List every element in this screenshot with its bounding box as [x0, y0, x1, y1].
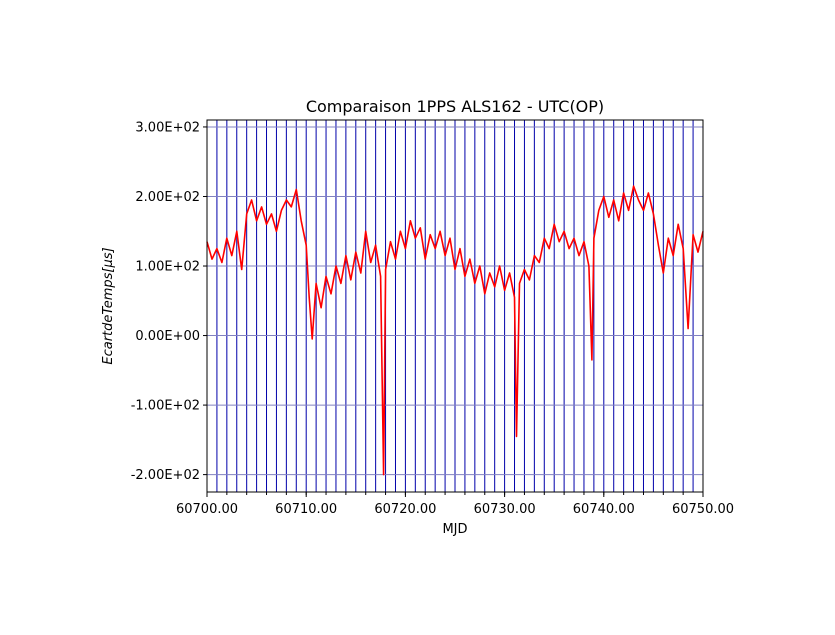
x-axis-ticks: 60700.00 60710.00 60720.00 60730.00 60740.00… [176, 492, 734, 517]
y-axis-label: EcartdeTemps[μs] [101, 247, 116, 364]
y-tick-label: 2.00E+02 [135, 190, 200, 205]
x-tick-label: 60710.00 [275, 502, 337, 517]
x-tick-label: 60740.00 [573, 502, 635, 517]
x-tick-label: 60700.00 [176, 502, 238, 517]
series-layer [206, 185, 704, 476]
y-tick-label: -1.00E+02 [131, 399, 200, 414]
y-tick-label: 0.00E+00 [135, 329, 200, 344]
x-axis-label: MJD [442, 522, 467, 537]
y-axis-ticks: -2.00E+02 -1.00E+02 0.00E+00 1.00E+02 2.00E+… [131, 120, 207, 483]
plot-frame [206, 119, 704, 493]
x-tick-label: 60730.00 [474, 502, 536, 517]
y-tick-label: 3.00E+02 [135, 120, 200, 135]
x-tick-label: 60750.00 [672, 502, 734, 517]
day-grid-lines [206, 120, 704, 492]
series-line [206, 185, 704, 476]
y-tick-label: 1.00E+02 [135, 260, 200, 275]
chart-title: Comparaison 1PPS ALS162 - UTC(OP) [306, 97, 604, 116]
x-tick-label: 60720.00 [374, 502, 436, 517]
y-tick-label: -2.00E+02 [131, 468, 200, 483]
